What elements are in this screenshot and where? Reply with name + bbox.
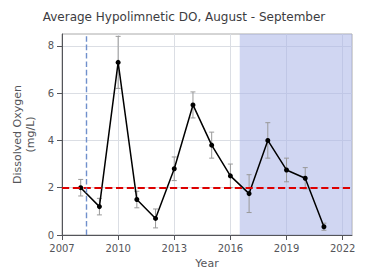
svg-text:Dissolved Oxygen: Dissolved Oxygen <box>11 85 24 184</box>
svg-text:2007: 2007 <box>49 243 74 254</box>
svg-text:6: 6 <box>48 88 54 99</box>
svg-text:2: 2 <box>48 182 54 193</box>
svg-text:0: 0 <box>48 230 54 241</box>
svg-text:8: 8 <box>48 40 54 51</box>
svg-text:2019: 2019 <box>274 243 299 254</box>
svg-text:4: 4 <box>48 135 54 146</box>
svg-text:Year: Year <box>194 257 219 270</box>
svg-text:2016: 2016 <box>218 243 243 254</box>
svg-text:2022: 2022 <box>330 243 355 254</box>
svg-text:(mg/L): (mg/L) <box>24 116 37 152</box>
svg-text:Average Hypolimnetic DO, Augus: Average Hypolimnetic DO, August - Septem… <box>43 10 326 24</box>
svg-text:2013: 2013 <box>162 243 187 254</box>
svg-text:2010: 2010 <box>105 243 130 254</box>
